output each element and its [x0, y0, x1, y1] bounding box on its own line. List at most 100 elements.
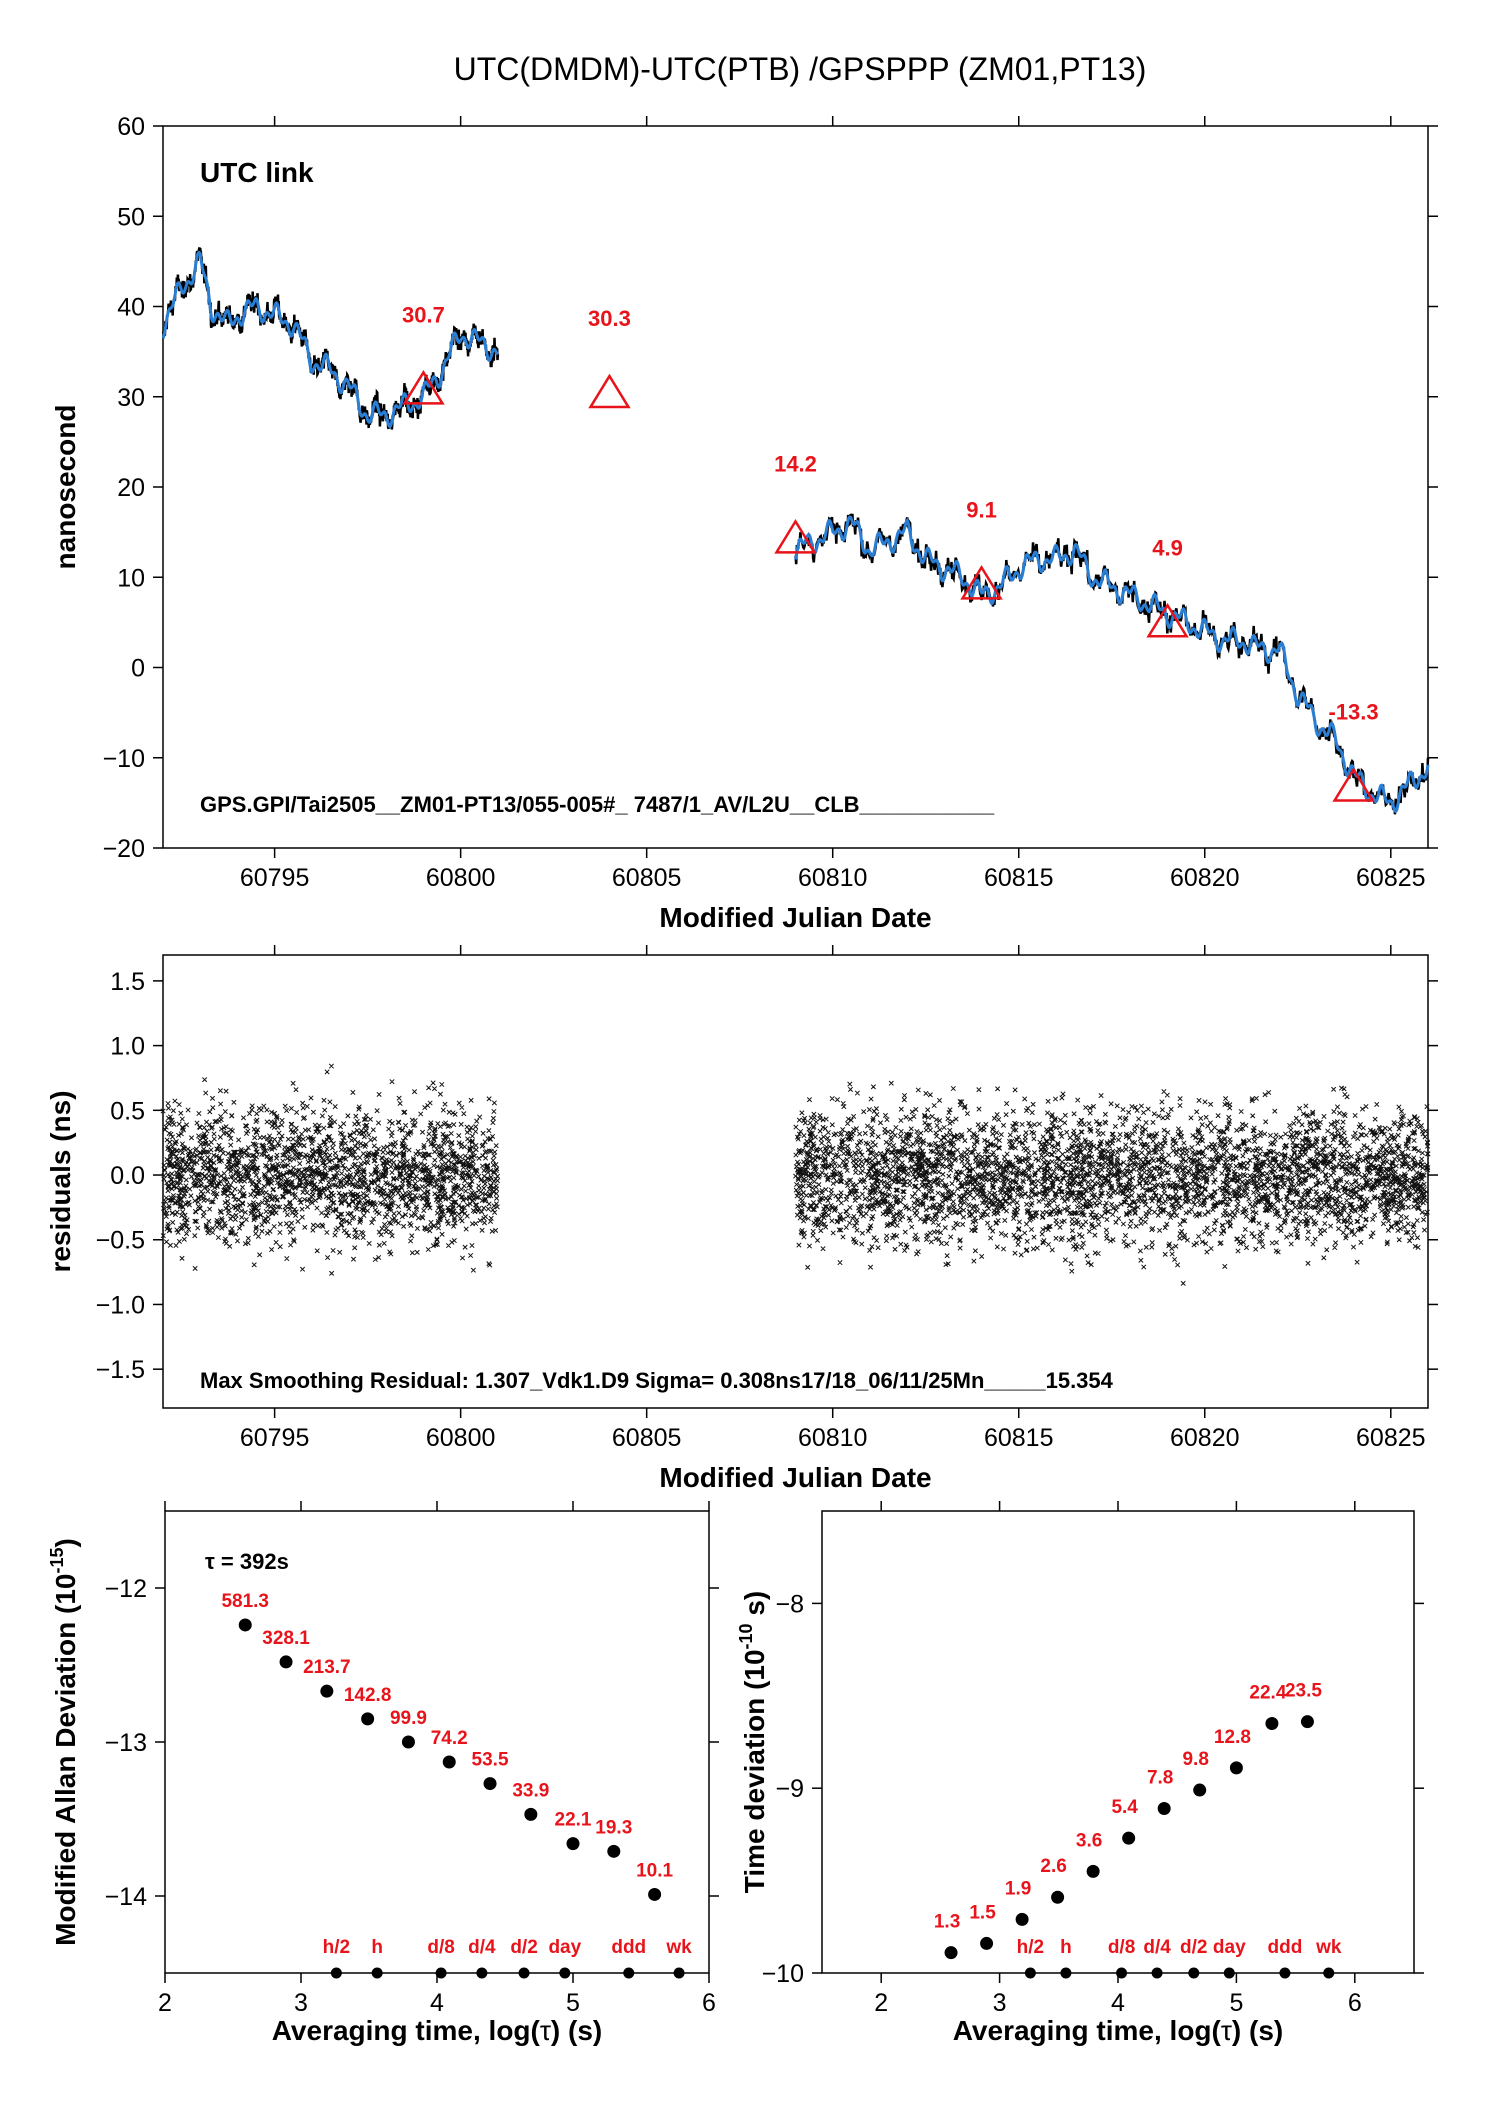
x-tick-label: 60815 — [984, 864, 1054, 892]
smoothed-series-1 — [161, 250, 499, 428]
data-point — [1051, 1890, 1065, 1904]
data-point — [1015, 1912, 1029, 1926]
data-point — [566, 1837, 580, 1851]
y-tick-label: −0.5 — [96, 1227, 145, 1255]
data-point-label: 10.1 — [636, 1860, 673, 1881]
x-tick-label: 60805 — [612, 864, 682, 892]
time-marker-label: day — [1213, 1937, 1246, 1958]
data-point-label: 53.5 — [472, 1750, 509, 1771]
data-point — [442, 1755, 456, 1769]
data-point-label: 7.8 — [1147, 1768, 1173, 1789]
y-tick-label: −13 — [105, 1729, 147, 1757]
data-point-label: 12.8 — [1214, 1727, 1251, 1748]
time-marker-label: d/8 — [1108, 1937, 1135, 1958]
data-point-label: 23.5 — [1285, 1681, 1322, 1702]
data-point-label: 19.3 — [595, 1817, 632, 1838]
raw-series-1 — [161, 247, 500, 430]
time-marker-dot — [476, 1967, 488, 1979]
time-marker-label: d/2 — [1180, 1937, 1207, 1958]
x-tick-label: 3 — [993, 1989, 1007, 2017]
y-tick-label: 50 — [117, 203, 145, 231]
data-point — [524, 1807, 538, 1821]
data-point — [944, 1946, 958, 1960]
x-tick-label: 60820 — [1170, 864, 1240, 892]
y-tick-label: 1.0 — [110, 1033, 145, 1061]
y-tick-label: 10 — [117, 564, 145, 592]
y-tick-label: −14 — [105, 1883, 148, 1911]
time-marker-dot — [371, 1967, 383, 1979]
time-marker-dot — [1188, 1967, 1200, 1979]
y-tick-label: −12 — [105, 1575, 147, 1603]
y-tick-label: 1.5 — [110, 968, 145, 996]
time-marker-dot — [1223, 1967, 1235, 1979]
plot-frame — [162, 125, 1429, 849]
triangle-marker — [774, 518, 817, 554]
data-point-label: 142.8 — [344, 1685, 392, 1706]
y-tick-label: −10 — [762, 1960, 804, 1988]
residuals-panel: 60795 60800 60805 60810 60815 60820 60825 −1.5 −… — [45, 945, 1438, 1493]
y-tick-label: 40 — [117, 294, 145, 322]
time-marker-label: wk — [1315, 1937, 1342, 1958]
data-point-label: 99.9 — [390, 1708, 427, 1729]
y-tick-label: −8 — [775, 1590, 804, 1618]
y-tick-label: −20 — [103, 835, 145, 863]
data-point-label: 213.7 — [303, 1657, 351, 1678]
residual-points — [160, 1063, 1431, 1286]
data-point-label: 22.1 — [555, 1810, 592, 1831]
plot-frame — [821, 1510, 1415, 1974]
time-marker-label: d/2 — [510, 1937, 537, 1958]
time-marker-label: day — [548, 1937, 581, 1958]
y-tick-label: 60 — [117, 113, 145, 141]
time-marker-label: h — [371, 1937, 383, 1958]
data-point-label: 1.5 — [969, 1902, 996, 1923]
x-axis-title: Averaging time, log(τ) (s) — [953, 2015, 1284, 2046]
x-tick-label: 2 — [874, 1989, 888, 2017]
triangle-label: 30.3 — [588, 306, 631, 331]
x-tick-label: 60795 — [240, 864, 310, 892]
x-axis-title-symbol: τ — [1221, 2015, 1232, 2046]
time-marker-dot — [623, 1967, 635, 1979]
triangle-label: 4.9 — [1152, 535, 1183, 560]
time-marker-dot — [673, 1967, 685, 1979]
triangle-marker — [1332, 767, 1375, 802]
footer-text: Max Smoothing Residual: 1.307_Vdk1.D9 Si… — [200, 1368, 1114, 1393]
data-point — [401, 1735, 415, 1749]
utc-link-panel: 60795 60800 60805 60810 60815 60820 60825 −20 −1… — [50, 113, 1438, 933]
x-axis-title: Modified Julian Date — [659, 1462, 931, 1493]
y-tick-label: 20 — [117, 474, 145, 502]
y-axis-title-text: Modified Allan Deviation (10 — [50, 1574, 81, 1946]
y-axis-title-exponent: -10 — [736, 1623, 756, 1649]
y-tick-label: 0 — [131, 655, 145, 683]
time-marker-dot — [518, 1967, 530, 1979]
data-point — [1300, 1715, 1314, 1729]
data-point-label: 33.9 — [512, 1780, 549, 1801]
data-point — [1157, 1802, 1171, 1816]
time-marker-label: ddd — [611, 1937, 646, 1958]
time-marker-label: h/2 — [323, 1937, 350, 1958]
data-point-label: 3.6 — [1076, 1830, 1102, 1851]
time-marker-dot — [559, 1967, 571, 1979]
time-marker-label: wk — [665, 1937, 692, 1958]
time-marker-dot — [1116, 1967, 1128, 1979]
triangle-label: 30.7 — [402, 302, 445, 327]
x-axis-title-unit: ) (s) — [1232, 2015, 1283, 2046]
y-tick-label: −9 — [775, 1775, 804, 1803]
time-marker-label: d/4 — [468, 1937, 496, 1958]
time-marker-dot — [330, 1967, 342, 1979]
data-point — [648, 1887, 662, 1901]
x-tick-label: 60800 — [426, 864, 496, 892]
legend-utc-link: UTC link — [200, 157, 314, 188]
data-point — [1229, 1761, 1243, 1775]
data-point — [483, 1777, 497, 1791]
time-marker-label: h — [1060, 1937, 1072, 1958]
y-tick-label: 0.5 — [110, 1097, 145, 1125]
x-tick-label: 3 — [294, 1989, 308, 2017]
data-point-label: 1.3 — [934, 1912, 960, 1933]
x-axis-title-unit: ) (s) — [551, 2015, 602, 2046]
y-axis-title: Modified Allan Deviation (10-15) — [47, 1538, 81, 1946]
x-axis-title-symbol: τ — [540, 2015, 551, 2046]
y-tick-label: −10 — [103, 745, 145, 773]
data-point-label: 22.4 — [1249, 1683, 1286, 1704]
